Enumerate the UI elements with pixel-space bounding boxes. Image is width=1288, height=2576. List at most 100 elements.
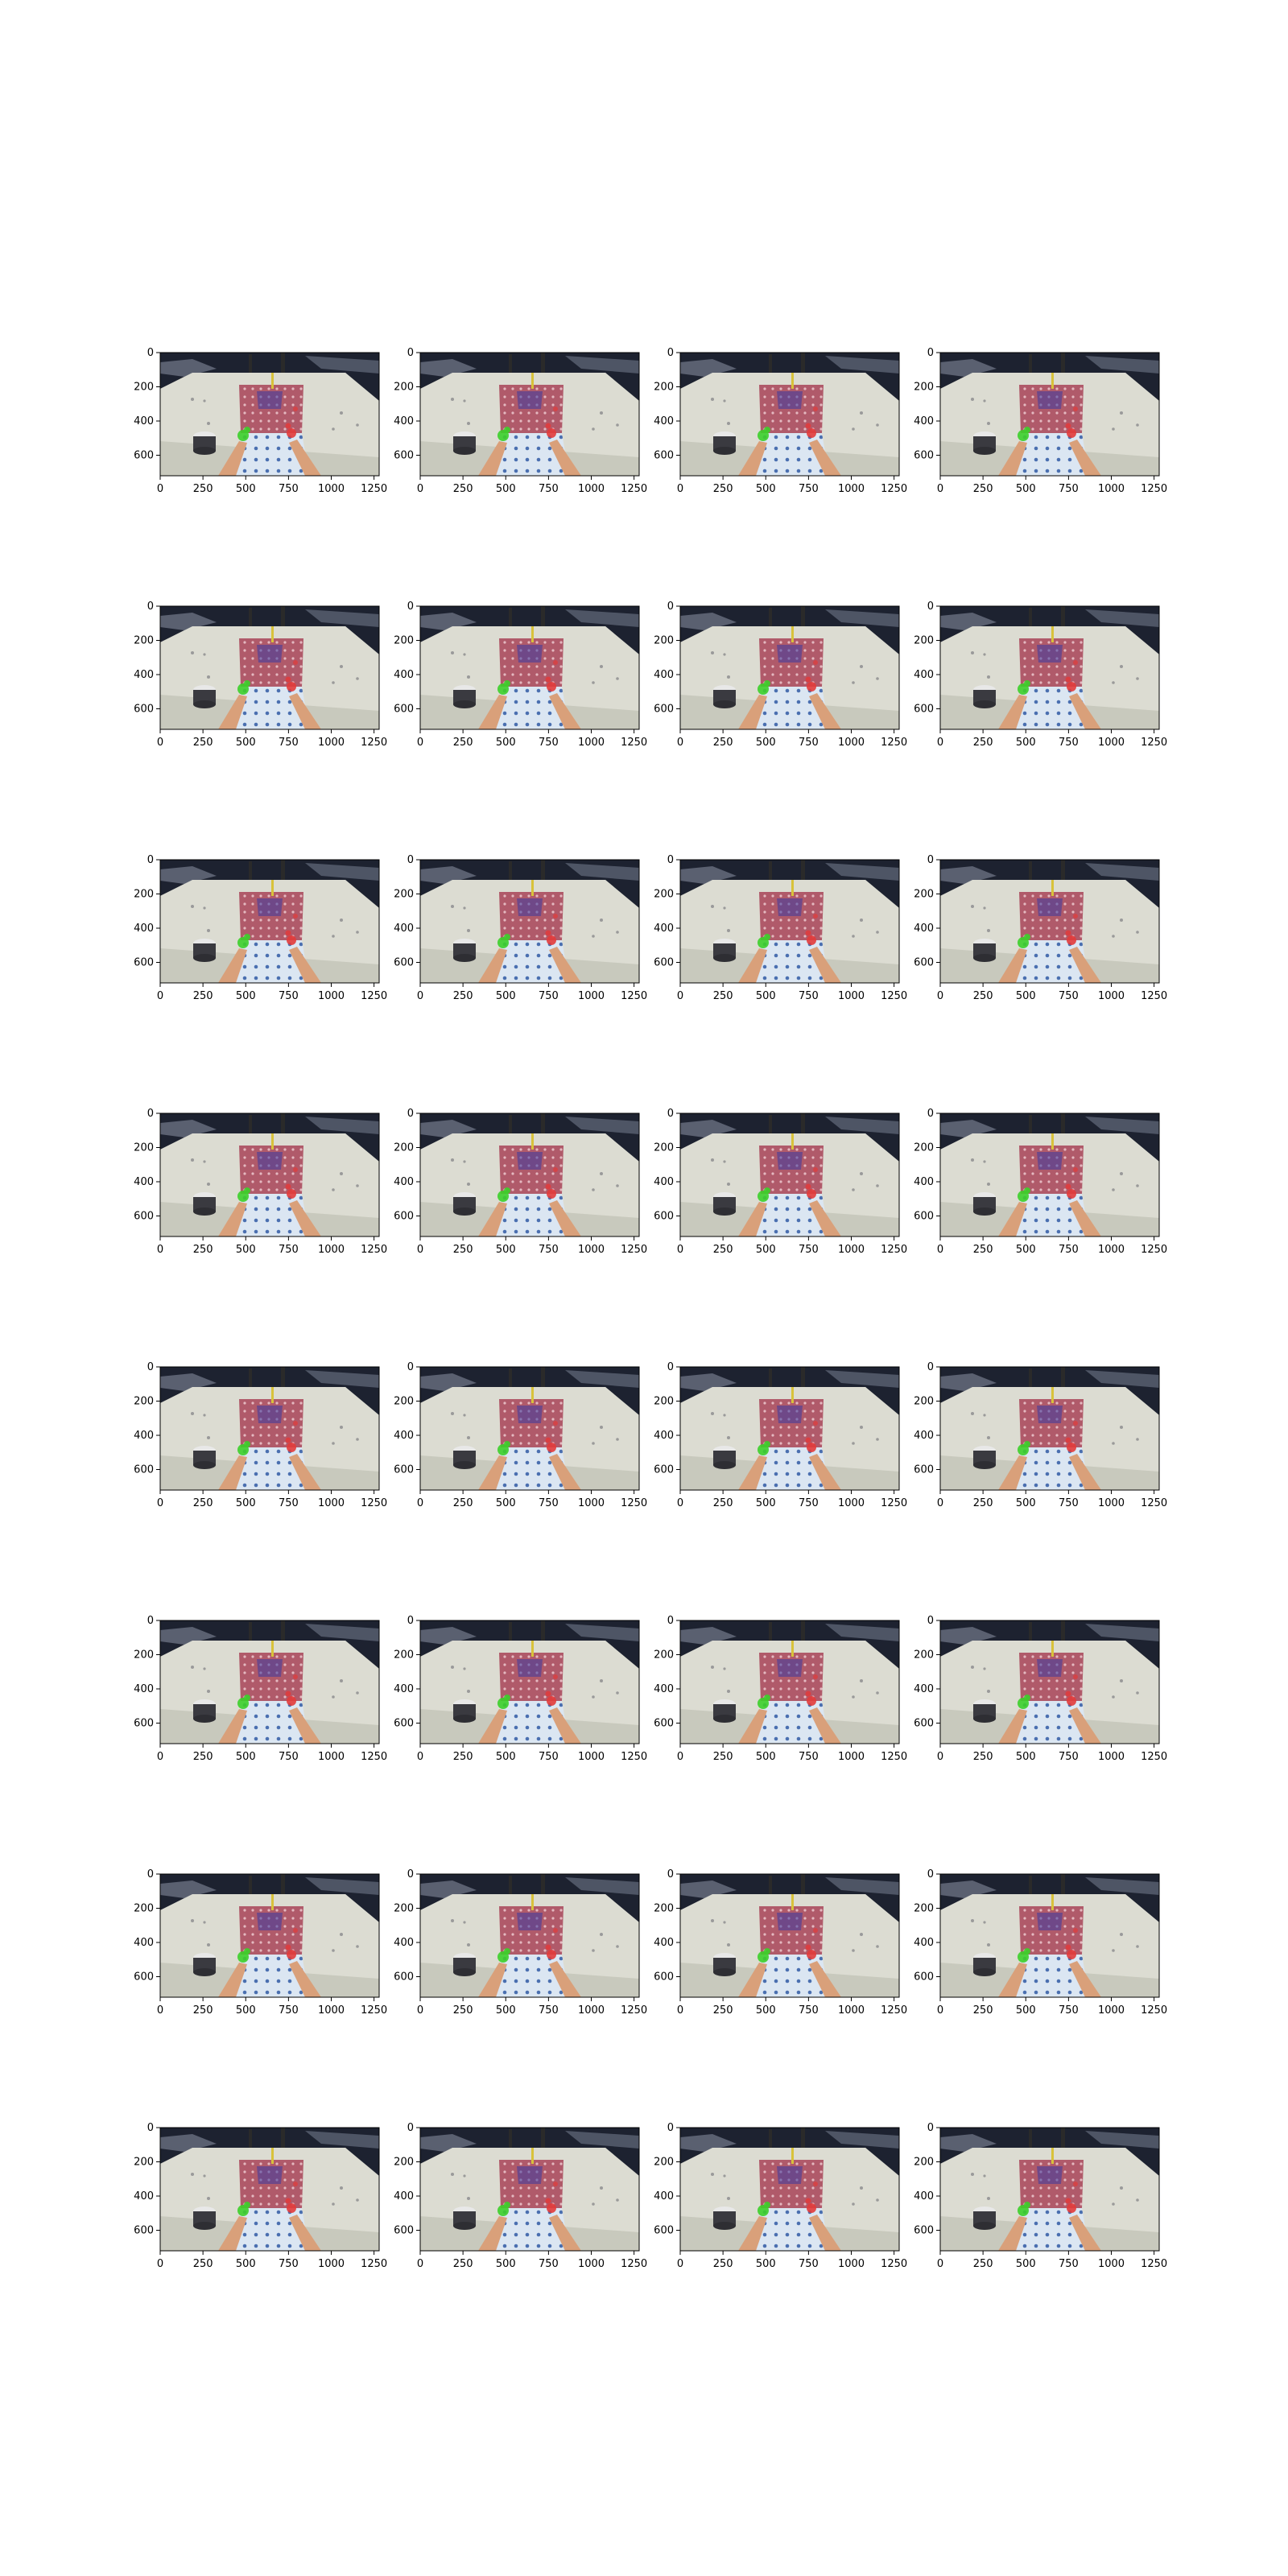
x-tick-label: 500 <box>496 483 516 495</box>
y-tick-label: 600 <box>654 2225 674 2237</box>
x-tick-label: 1000 <box>838 1244 865 1256</box>
x-tick-label: 500 <box>496 990 516 1002</box>
x-tick-label: 0 <box>937 2258 943 2270</box>
x-tick-label: 750 <box>279 990 299 1002</box>
x-tick-label: 1000 <box>578 483 605 495</box>
y-tick-label: 0 <box>667 2122 674 2134</box>
frame-image <box>680 1620 899 1744</box>
x-tick-label: 250 <box>453 2258 473 2270</box>
image-panel-r7-c3: 0 250 500 750 1000 1250 0 200 400 600 <box>654 1868 907 2017</box>
image-panel-r2-c2: 0 250 500 750 1000 1250 0 200 400 600 <box>394 601 647 749</box>
image-panel-r7-c1: 0 250 500 750 1000 1250 0 200 400 600 <box>134 1868 387 2017</box>
x-tick-label: 750 <box>1059 1497 1079 1509</box>
y-tick-label: 400 <box>394 2190 414 2202</box>
axes-frame <box>679 859 900 984</box>
y-tick-label: 0 <box>407 1868 414 1880</box>
image-panel-r4-c4: 0 250 500 750 1000 1250 0 200 400 600 <box>914 1108 1167 1256</box>
x-tick-label: 1000 <box>838 990 865 1002</box>
x-tick-label: 500 <box>756 1497 776 1509</box>
frame-image <box>160 1620 379 1744</box>
x-tick-label: 500 <box>236 1751 256 1763</box>
image-panel-r8-c4: 0 250 500 750 1000 1250 0 200 400 600 <box>914 2122 1167 2270</box>
y-tick-label: 400 <box>134 1176 154 1188</box>
x-tick-label: 1000 <box>838 1497 865 1509</box>
x-tick-label: 500 <box>1016 1244 1036 1256</box>
frame-image <box>420 1620 639 1744</box>
y-tick-label: 200 <box>654 635 674 647</box>
image-panel-r6-c1: 0 250 500 750 1000 1250 0 200 400 600 <box>134 1615 387 1763</box>
x-tick-label: 1000 <box>1098 737 1125 749</box>
x-tick-label: 500 <box>1016 1751 1036 1763</box>
image-panel-r5-c2: 0 250 500 750 1000 1250 0 200 400 600 <box>394 1361 647 1509</box>
y-tick-label: 600 <box>134 704 154 716</box>
x-tick-label: 1000 <box>318 483 345 495</box>
image-panel-r3-c1: 0 250 500 750 1000 1250 0 200 400 600 <box>134 854 387 1002</box>
x-tick-label: 0 <box>677 1497 683 1509</box>
x-tick-label: 0 <box>937 483 943 495</box>
axes-frame <box>939 352 1160 477</box>
x-tick-label: 250 <box>193 483 213 495</box>
x-tick-label: 750 <box>1059 990 1079 1002</box>
frame-image <box>160 353 379 476</box>
y-tick-label: 600 <box>914 1971 934 1984</box>
x-tick-label: 1250 <box>1141 990 1167 1002</box>
image-panel-r6-c4: 0 250 500 750 1000 1250 0 200 400 600 <box>914 1615 1167 1763</box>
x-tick-label: 250 <box>713 2258 733 2270</box>
y-tick-label: 0 <box>927 1615 934 1627</box>
y-tick-label: 600 <box>914 957 934 969</box>
y-tick-label: 0 <box>927 347 934 359</box>
y-tick-label: 0 <box>407 1615 414 1627</box>
y-tick-label: 600 <box>914 1211 934 1223</box>
y-tick-label: 0 <box>147 1868 154 1880</box>
y-tick-label: 0 <box>927 1361 934 1373</box>
axes-frame <box>419 1620 640 1744</box>
x-tick-label: 750 <box>1059 1244 1079 1256</box>
x-tick-label: 750 <box>539 483 559 495</box>
x-tick-label: 750 <box>279 737 299 749</box>
x-tick-label: 1250 <box>881 483 907 495</box>
y-tick-label: 0 <box>407 2122 414 2134</box>
y-tick-label: 200 <box>914 889 934 901</box>
x-tick-label: 750 <box>799 483 819 495</box>
x-tick-label: 250 <box>453 483 473 495</box>
x-tick-label: 0 <box>937 737 943 749</box>
y-tick-label: 400 <box>394 923 414 935</box>
x-tick-label: 500 <box>236 737 256 749</box>
x-tick-label: 500 <box>236 483 256 495</box>
y-tick-label: 600 <box>134 1211 154 1223</box>
frame-image <box>160 1367 379 1490</box>
x-tick-label: 1000 <box>318 1244 345 1256</box>
x-tick-label: 250 <box>713 1751 733 1763</box>
axes-frame <box>159 859 380 984</box>
image-panel-r3-c2: 0 250 500 750 1000 1250 0 200 400 600 <box>394 854 647 1002</box>
y-tick-label: 200 <box>654 1396 674 1408</box>
y-tick-label: 200 <box>394 889 414 901</box>
y-tick-label: 400 <box>394 1176 414 1188</box>
x-tick-label: 750 <box>539 737 559 749</box>
x-tick-label: 750 <box>539 1751 559 1763</box>
x-tick-label: 1250 <box>881 990 907 1002</box>
axes-frame <box>159 1366 380 1491</box>
y-tick-label: 400 <box>654 1937 674 1949</box>
y-tick-label: 600 <box>654 704 674 716</box>
x-tick-label: 1000 <box>318 1497 345 1509</box>
y-tick-label: 0 <box>147 2122 154 2134</box>
image-panel-r2-c4: 0 250 500 750 1000 1250 0 200 400 600 <box>914 601 1167 749</box>
x-tick-label: 750 <box>539 2004 559 2017</box>
x-tick-label: 0 <box>157 1244 163 1256</box>
x-tick-label: 250 <box>973 990 993 1002</box>
y-tick-label: 400 <box>654 2190 674 2202</box>
image-panel-r1-c1: 0 250 500 750 1000 1250 0 200 400 600 <box>134 347 387 495</box>
frame-image <box>680 1874 899 1997</box>
y-tick-label: 600 <box>394 704 414 716</box>
image-panel-r3-c4: 0 250 500 750 1000 1250 0 200 400 600 <box>914 854 1167 1002</box>
y-tick-label: 0 <box>407 854 414 866</box>
axes-frame <box>939 1620 1160 1744</box>
x-tick-label: 1000 <box>838 483 865 495</box>
x-tick-label: 0 <box>417 483 423 495</box>
y-tick-label: 600 <box>914 704 934 716</box>
image-panel-r1-c4: 0 250 500 750 1000 1250 0 200 400 600 <box>914 347 1167 495</box>
y-tick-label: 200 <box>134 635 154 647</box>
x-tick-label: 500 <box>756 737 776 749</box>
